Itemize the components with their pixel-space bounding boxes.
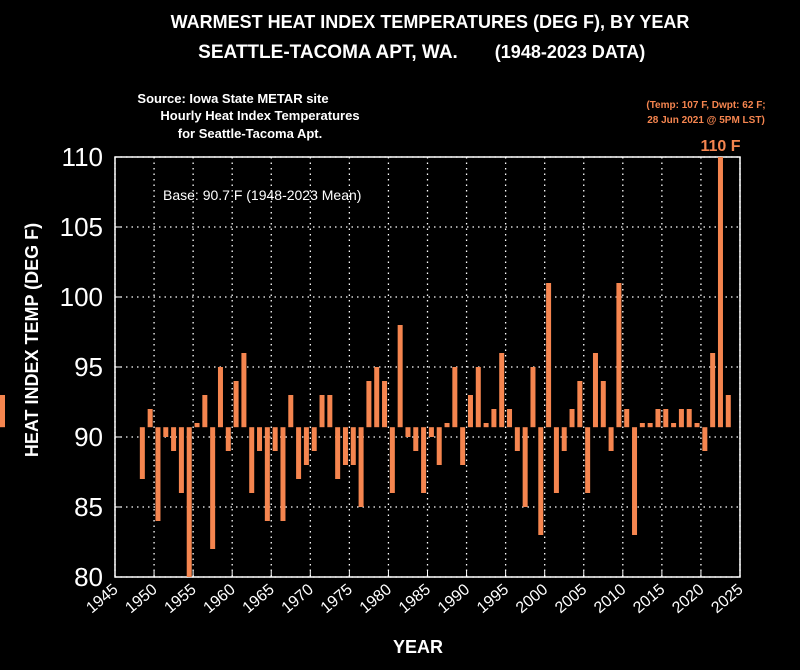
x-axis-label: YEAR xyxy=(393,637,443,657)
bar xyxy=(358,427,364,507)
y-tick-label: 85 xyxy=(74,492,103,522)
annotation: 28 Jun 2021 @ 5PM LST) xyxy=(647,115,765,126)
bar xyxy=(178,427,184,493)
bar xyxy=(210,427,216,549)
bar xyxy=(522,427,528,507)
bar xyxy=(264,427,270,521)
bar xyxy=(671,423,677,428)
bar xyxy=(491,409,497,428)
bar xyxy=(225,427,231,451)
bar xyxy=(217,367,223,428)
bar xyxy=(600,381,606,428)
bar xyxy=(546,283,552,428)
annotation: (Temp: 107 F, Dwpt: 62 F; xyxy=(646,100,765,111)
bar xyxy=(647,423,653,428)
bar xyxy=(663,409,669,428)
y-tick-label: 100 xyxy=(60,282,103,312)
bar xyxy=(272,427,278,451)
bar xyxy=(405,427,411,437)
bar xyxy=(655,409,661,428)
bar xyxy=(241,353,247,428)
bar xyxy=(147,409,153,428)
bar xyxy=(717,157,723,428)
y-tick-label: 80 xyxy=(74,562,103,592)
bar xyxy=(694,423,700,428)
bar xyxy=(577,381,583,428)
bar xyxy=(710,353,716,428)
value-label: 110 F xyxy=(700,138,740,155)
bar xyxy=(257,427,263,451)
bar xyxy=(374,367,380,428)
bar xyxy=(139,427,145,479)
bar xyxy=(249,427,255,493)
base-label: Base: 90.7 F (1948-2023 Mean) xyxy=(163,187,361,203)
bar xyxy=(194,423,200,428)
bar xyxy=(553,427,559,493)
bar xyxy=(186,427,192,577)
bar xyxy=(382,381,388,428)
chart-title: WARMEST HEAT INDEX TEMPERATURES (DEG F),… xyxy=(171,12,690,32)
bar xyxy=(444,423,450,428)
chart-subtitle: SEATTLE-TACOMA APT, WA. xyxy=(198,42,458,63)
bar xyxy=(678,409,684,428)
bar xyxy=(413,427,419,451)
bar xyxy=(163,427,169,437)
bar xyxy=(303,427,309,465)
bar xyxy=(233,381,239,428)
bar xyxy=(616,283,622,428)
bar xyxy=(0,395,5,428)
bar xyxy=(171,427,177,451)
bar xyxy=(421,427,427,493)
bar xyxy=(561,427,567,451)
source-line: Hourly Heat Index Temperatures xyxy=(160,108,359,123)
bar xyxy=(155,427,161,521)
bar xyxy=(436,427,442,465)
bar xyxy=(342,427,348,465)
bar xyxy=(585,427,591,493)
y-axis-label: HEAT INDEX TEMP (DEG F) xyxy=(22,223,42,457)
bar xyxy=(507,409,513,428)
bar xyxy=(514,427,520,451)
bar xyxy=(475,367,481,428)
bar xyxy=(686,409,692,428)
bar xyxy=(608,427,614,451)
bar xyxy=(530,367,536,428)
bar xyxy=(639,423,645,428)
bar xyxy=(397,325,403,428)
bar xyxy=(350,427,356,465)
source-line: Source: Iowa State METAR site xyxy=(137,91,328,106)
y-tick-label: 95 xyxy=(74,352,103,382)
bar xyxy=(702,427,708,451)
bar xyxy=(327,395,333,428)
bar xyxy=(624,409,630,428)
bar xyxy=(483,423,489,428)
bar xyxy=(538,427,544,535)
bar xyxy=(296,427,302,479)
bar xyxy=(428,427,434,437)
y-tick-label: 90 xyxy=(74,422,103,452)
bar xyxy=(366,381,372,428)
bar xyxy=(499,353,505,428)
bar xyxy=(311,427,317,451)
bar xyxy=(280,427,286,521)
bar xyxy=(288,395,294,428)
bar xyxy=(467,395,473,428)
bar xyxy=(725,395,731,428)
source-line: for Seattle-Tacoma Apt. xyxy=(178,126,322,141)
y-tick-label: 110 xyxy=(62,142,103,172)
bar xyxy=(632,427,638,535)
bar xyxy=(389,427,395,493)
bar xyxy=(592,353,598,428)
y-tick-label: 105 xyxy=(60,212,103,242)
chart-subtitle-period: (1948-2023 DATA) xyxy=(495,42,645,62)
bar xyxy=(452,367,458,428)
bar xyxy=(335,427,341,479)
bar xyxy=(319,395,325,428)
bar xyxy=(569,409,575,428)
bar xyxy=(202,395,208,428)
bar xyxy=(460,427,466,465)
plot-frame xyxy=(114,156,741,578)
